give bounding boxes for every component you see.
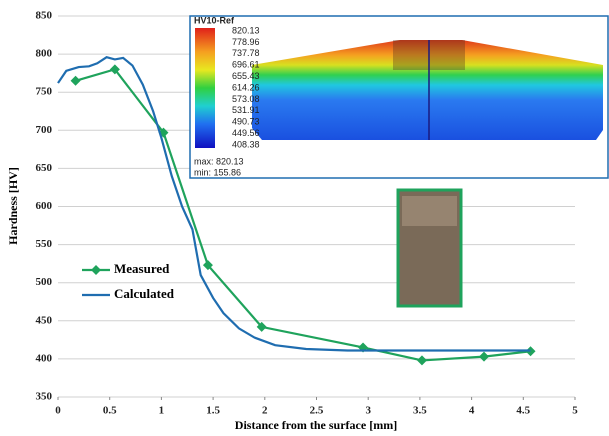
marker xyxy=(202,260,213,271)
x-tick-label: 4.5 xyxy=(516,405,530,417)
colorbar-label: 449.56 xyxy=(232,128,260,138)
colorbar-label: 737.78 xyxy=(232,48,260,58)
y-tick-label: 600 xyxy=(36,200,53,212)
colorbar-label: 696.61 xyxy=(232,60,260,70)
x-tick-label: 3.5 xyxy=(413,405,427,417)
inset-max: max: 820.13 xyxy=(194,156,244,166)
photo-layer xyxy=(402,196,457,226)
x-tick-label: 3 xyxy=(365,405,371,417)
marker xyxy=(416,355,427,366)
colorbar-label: 408.38 xyxy=(232,139,260,149)
x-tick-label: 4 xyxy=(469,405,475,417)
colorbar-label: 778.96 xyxy=(232,37,260,47)
colorbar-label: 655.43 xyxy=(232,71,260,81)
y-tick-label: 850 xyxy=(36,10,53,22)
colorbar-label: 614.26 xyxy=(232,82,260,92)
x-tick-label: 0.5 xyxy=(103,405,117,417)
colorbar xyxy=(195,28,215,148)
x-tick-label: 5 xyxy=(572,405,578,417)
marker xyxy=(479,351,490,362)
legend-label: Measured xyxy=(114,261,170,276)
colorbar-label: 573.08 xyxy=(232,94,260,104)
y-tick-label: 400 xyxy=(36,352,53,364)
y-tick-label: 750 xyxy=(36,86,53,98)
inset-title: HV10-Ref xyxy=(194,15,235,25)
photo-inset xyxy=(396,188,463,308)
y-tick-label: 650 xyxy=(36,162,53,174)
colorbar-label: 531.91 xyxy=(232,105,260,115)
marker xyxy=(70,75,81,86)
y-tick-label: 350 xyxy=(36,391,53,403)
mesh-model xyxy=(252,40,603,140)
x-tick-label: 0 xyxy=(55,405,61,417)
marker xyxy=(256,321,267,332)
x-tick-label: 1.5 xyxy=(206,405,220,417)
y-tick-label: 800 xyxy=(36,48,53,60)
series-line xyxy=(57,55,531,352)
x-axis-label: Distance from the surface [mm] xyxy=(235,418,397,432)
y-tick-label: 550 xyxy=(36,238,53,250)
marker xyxy=(109,64,120,75)
y-tick-label: 450 xyxy=(36,314,53,326)
colorbar-label: 820.13 xyxy=(232,25,260,35)
inset: HV10-Ref max: 820.13 min: 155.86 820.13 7… xyxy=(189,15,609,179)
y-tick-label: 700 xyxy=(36,124,53,136)
y-tick-label: 500 xyxy=(36,276,53,288)
inset-min: min: 155.86 xyxy=(194,167,241,177)
x-tick-label: 2.5 xyxy=(310,405,324,417)
colorbar-label: 490.73 xyxy=(232,117,260,127)
y-axis-label: Hardness [HV] xyxy=(6,167,20,245)
x-tick-label: 2 xyxy=(262,405,268,417)
legend-marker xyxy=(91,265,101,275)
legend-label: Calculated xyxy=(114,286,175,301)
x-tick-label: 1 xyxy=(159,405,165,417)
